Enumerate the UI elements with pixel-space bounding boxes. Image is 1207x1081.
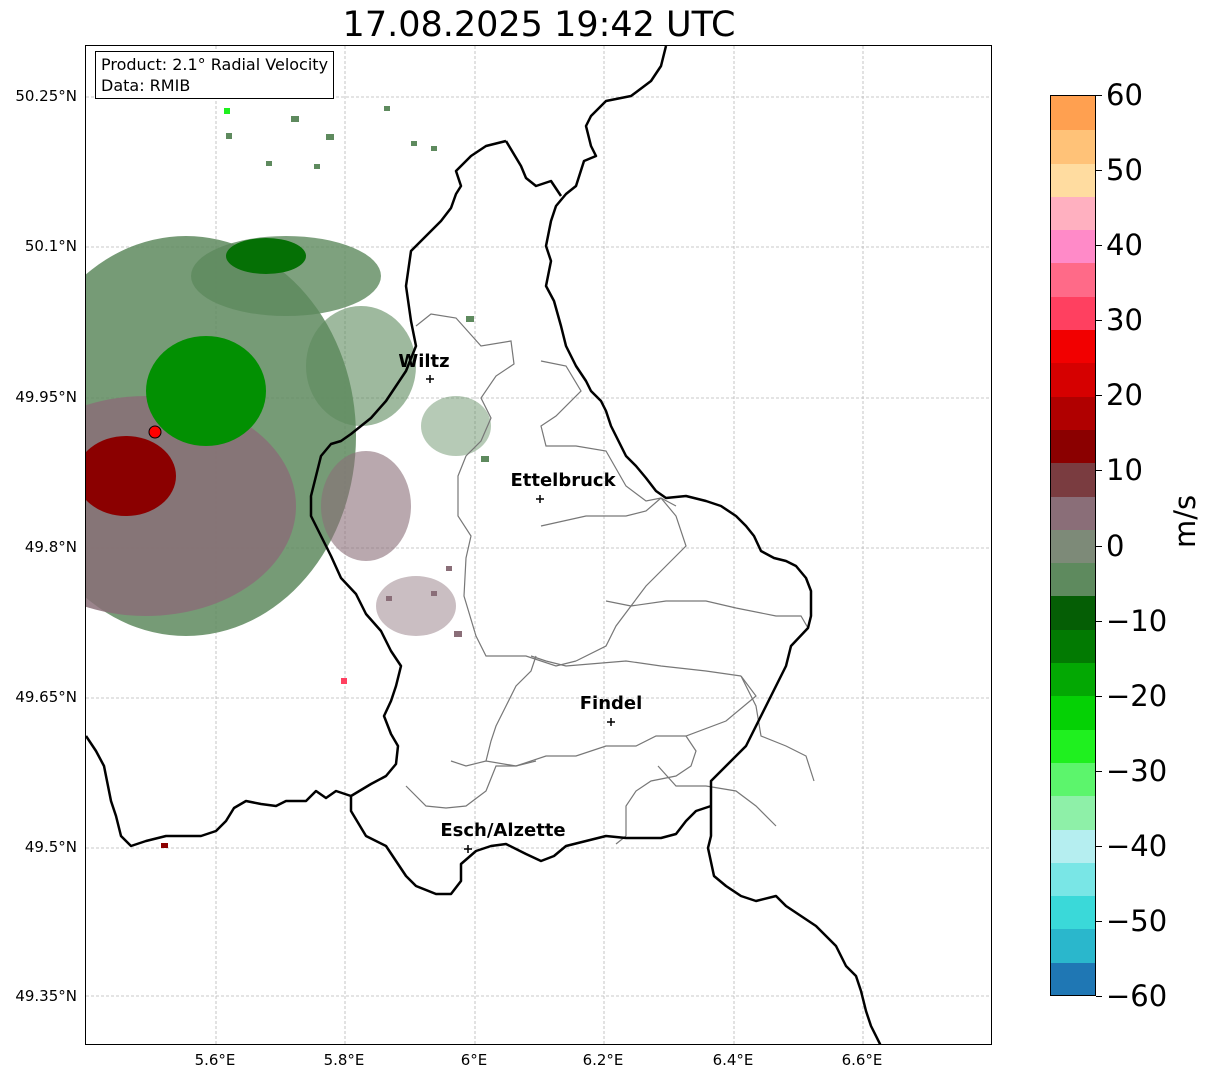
map-canvas (86, 46, 991, 1044)
colorbar-band (1051, 728, 1095, 763)
colorbar-tick-label: 10 (1106, 453, 1143, 488)
colorbar-band (1051, 329, 1095, 364)
colorbar-tick-label: 0 (1106, 528, 1125, 563)
map-title: 17.08.2025 19:42 UTC (342, 5, 736, 45)
lat-tick-label: 50.1°N (24, 237, 77, 255)
colorbar-tick-mark (1096, 620, 1102, 622)
colorbar-tick-label: −60 (1106, 979, 1168, 1013)
colorbar-tick-label: −40 (1106, 828, 1168, 863)
city-label-findel: Findel (579, 693, 643, 714)
colorbar-tick-label: −50 (1106, 903, 1168, 938)
lon-tick-label: 5.6°E (194, 1051, 236, 1069)
city-label-ettelbruck: Ettelbruck (510, 470, 616, 491)
colorbar-band (1051, 928, 1095, 963)
city-label-wiltz: Wiltz (398, 351, 450, 372)
colorbar-band (1051, 495, 1095, 530)
city-markers (426, 375, 615, 853)
colorbar-unit-label: m/s (1168, 494, 1202, 548)
lon-tick-label: 5.8°E (323, 1051, 365, 1069)
colorbar-band (1051, 129, 1095, 164)
product-info-box: Product: 2.1° Radial Velocity Data: RMIB (95, 51, 335, 99)
lat-tick-label: 49.8°N (24, 538, 77, 556)
colorbar-band (1051, 795, 1095, 830)
colorbar-band (1051, 961, 1095, 995)
colorbar-tick-label: −30 (1106, 753, 1168, 788)
colorbar-band (1051, 662, 1095, 697)
colorbar-band (1051, 562, 1095, 597)
colorbar-band (1051, 195, 1095, 231)
colorbar-tick-mark (1096, 395, 1102, 397)
colorbar-tick-label: 60 (1106, 78, 1143, 112)
colorbar-band (1051, 761, 1095, 797)
lat-tick-label: 50.25°N (15, 87, 77, 105)
velocity-colorbar (1050, 95, 1096, 996)
radar-echoes (86, 106, 491, 848)
colorbar-band (1051, 828, 1095, 863)
lon-tick-label: 6.2°E (582, 1051, 624, 1069)
colorbar-band (1051, 428, 1095, 464)
colorbar-tick-label: 20 (1106, 378, 1143, 413)
colorbar-band (1051, 362, 1095, 397)
colorbar-tick-label: 50 (1106, 153, 1143, 188)
lat-tick-label: 49.35°N (15, 987, 77, 1005)
colorbar-tick-mark (1096, 470, 1102, 472)
colorbar-band (1051, 861, 1095, 897)
colorbar-tick-label: −20 (1106, 678, 1168, 713)
colorbar-band (1051, 162, 1095, 197)
radar-site-icon (148, 425, 162, 439)
lon-tick-label: 6.6°E (841, 1051, 883, 1069)
colorbar-tick-label: −10 (1106, 603, 1168, 638)
country-borders (86, 46, 882, 1044)
canton-borders (405, 313, 815, 845)
colorbar-band (1051, 262, 1095, 297)
colorbar-band (1051, 462, 1095, 497)
colorbar-tick-mark (1096, 245, 1102, 247)
colorbar-band (1051, 595, 1095, 630)
colorbar-tick-mark (1096, 845, 1102, 847)
colorbar-tick-mark (1096, 996, 1102, 997)
colorbar-tick-mark (1096, 95, 1102, 96)
colorbar-band (1051, 395, 1095, 430)
colorbar-band (1051, 528, 1095, 564)
city-label-esch-alzette: Esch/Alzette (440, 820, 566, 841)
data-source-label: Data: RMIB (101, 76, 191, 95)
lon-tick-label: 6°E (460, 1051, 488, 1069)
colorbar-tick-mark (1096, 170, 1102, 172)
colorbar-tick-label: 40 (1106, 228, 1143, 263)
lon-tick-label: 6.4°E (712, 1051, 754, 1069)
colorbar-tick-mark (1096, 320, 1102, 322)
radar-map[interactable] (85, 45, 992, 1045)
colorbar-band (1051, 295, 1095, 331)
colorbar-tick-mark (1096, 545, 1102, 547)
colorbar-tick-label: 30 (1106, 303, 1143, 338)
lat-tick-label: 49.5°N (24, 838, 77, 856)
colorbar-band (1051, 96, 1095, 131)
colorbar-band (1051, 628, 1095, 664)
colorbar-band (1051, 229, 1095, 264)
colorbar-tick-mark (1096, 695, 1102, 697)
colorbar-tick-mark (1096, 770, 1102, 772)
colorbar-tick-mark (1096, 920, 1102, 922)
product-label: Product: 2.1° Radial Velocity (101, 55, 329, 74)
lat-tick-label: 49.95°N (15, 388, 77, 406)
colorbar-band (1051, 895, 1095, 930)
colorbar-band (1051, 695, 1095, 730)
lat-tick-label: 49.65°N (15, 688, 77, 706)
